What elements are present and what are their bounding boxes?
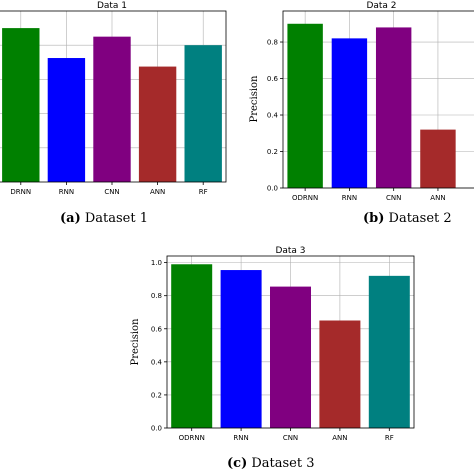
x-tick-label: CNN bbox=[386, 194, 401, 202]
caption-text: Dataset 1 bbox=[81, 211, 148, 226]
chart-title: Data 2 bbox=[366, 1, 396, 11]
bar-ann bbox=[319, 320, 361, 428]
chart-3: 0.0 0.2 0.4 0.6 0.8 1.0 ODRNN RNN CNN ANN RF Data 3… bbox=[130, 246, 415, 471]
y-tick-label: 0.8 bbox=[267, 39, 278, 47]
x-tick-label: ANN bbox=[430, 194, 445, 202]
x-tick-label: RF bbox=[385, 434, 394, 442]
caption-letter: (c) bbox=[227, 456, 247, 471]
bar-rf bbox=[368, 275, 410, 428]
bar-cnn bbox=[93, 36, 131, 183]
panel-caption: (c) Dataset 3 bbox=[227, 456, 315, 471]
plot-frame bbox=[0, 10, 227, 183]
caption-text: Dataset 3 bbox=[247, 456, 314, 471]
bar-cnn bbox=[269, 286, 312, 428]
y-tick-label: 0.6 bbox=[151, 325, 163, 333]
x-tick-label: ANN bbox=[332, 434, 347, 442]
x-tick-label: ANN bbox=[150, 188, 165, 196]
bar-ann bbox=[138, 66, 177, 182]
bar-odrnn bbox=[171, 264, 213, 428]
x-tick-label: ODRNN bbox=[292, 194, 318, 202]
x-tick-label: DRNN bbox=[10, 188, 31, 196]
bar-ann bbox=[420, 129, 456, 188]
y-tick-label: 0.2 bbox=[267, 148, 278, 156]
x-tick-label: CNN bbox=[283, 434, 298, 442]
x-tick-label: RNN bbox=[342, 194, 357, 202]
y-tick-label: 0.6 bbox=[267, 75, 279, 83]
x-tick-label: RF bbox=[199, 188, 208, 196]
caption-text: Dataset 2 bbox=[384, 211, 451, 226]
y-tick-label: 1.0 bbox=[151, 259, 162, 267]
panel-caption: (a) Dataset 1 bbox=[60, 211, 148, 226]
y-tick-label: 0.4 bbox=[267, 112, 279, 120]
y-tick-label: 0.8 bbox=[151, 292, 162, 300]
chart-title: Data 1 bbox=[97, 1, 127, 11]
chart-2: 0.0 0.2 0.4 0.6 0.8 ODRNN RNN CNN ANN Data 2 Preci… bbox=[249, 1, 474, 226]
bar-rf bbox=[184, 45, 222, 183]
bar-odrnn bbox=[2, 28, 40, 182]
panel-caption: (b) Dataset 2 bbox=[363, 211, 452, 226]
caption-letter: (b) bbox=[363, 211, 384, 226]
x-tick-label: ODRNN bbox=[179, 434, 205, 442]
caption-letter: (a) bbox=[60, 211, 81, 226]
y-tick-label: 0.2 bbox=[151, 391, 162, 399]
y-tick-label: 0.0 bbox=[151, 425, 162, 433]
bar-rnn bbox=[331, 38, 368, 188]
chart-1: DRNN RNN CNN ANN RF Data 1 (a) Dataset 1 bbox=[0, 1, 227, 226]
plot-frame bbox=[282, 10, 474, 189]
chart-title: Data 3 bbox=[275, 246, 305, 256]
x-tick-label: CNN bbox=[104, 188, 119, 196]
plot-frame bbox=[166, 255, 415, 429]
y-tick-label: 0.4 bbox=[151, 358, 163, 366]
x-tick-label: RNN bbox=[233, 434, 248, 442]
bar-odrnn bbox=[287, 23, 323, 189]
y-tick-label: 0.0 bbox=[267, 185, 278, 193]
y-axis-label: Precision bbox=[249, 75, 260, 123]
y-axis-label: Precision bbox=[130, 318, 141, 366]
bar-rnn bbox=[220, 270, 262, 428]
x-tick-label: RNN bbox=[59, 188, 74, 196]
bar-rnn bbox=[47, 58, 86, 182]
bar-cnn bbox=[375, 27, 412, 188]
